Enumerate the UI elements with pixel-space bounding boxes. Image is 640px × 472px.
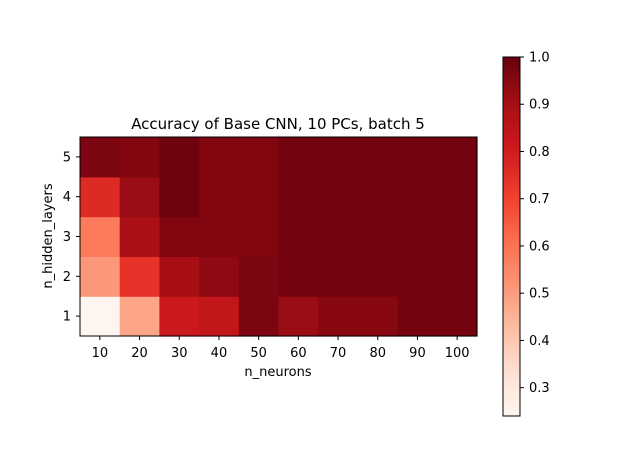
heatmap-cell xyxy=(397,296,438,337)
colorbar xyxy=(502,56,521,417)
heatmap-cell xyxy=(199,256,240,297)
heatmap-cell xyxy=(437,216,478,257)
heatmap-cell xyxy=(278,137,319,178)
colorbar-tick-label: 0.8 xyxy=(529,145,550,160)
colorbar-tick-label: 0.6 xyxy=(529,239,550,254)
heatmap-cell xyxy=(437,137,478,178)
chart-title: Accuracy of Base CNN, 10 PCs, batch 5 xyxy=(131,115,425,133)
heatmap-cell xyxy=(119,296,160,337)
x-tick-label: 60 xyxy=(290,346,307,361)
heatmap-cell xyxy=(199,216,240,257)
heatmap-cell xyxy=(318,176,359,218)
x-axis-label: n_neurons xyxy=(244,365,311,380)
heatmap-cell xyxy=(437,296,478,337)
y-tick-label: 3 xyxy=(63,230,71,245)
colorbar-tick-label: 0.5 xyxy=(529,287,550,302)
colorbar-tick-label: 0.7 xyxy=(529,192,550,207)
heatmap-cell xyxy=(357,296,399,337)
colorbar-tick-label: 1.0 xyxy=(529,51,550,66)
heatmap-cell xyxy=(238,256,280,297)
heatmap-cell xyxy=(318,256,359,297)
x-tick-label: 10 xyxy=(92,346,109,361)
heatmap-cell xyxy=(278,216,319,257)
heatmap-cell xyxy=(437,176,478,218)
heatmap-cell xyxy=(357,137,399,178)
heatmap-cell xyxy=(80,176,121,218)
heatmap-cell xyxy=(318,137,359,178)
heatmap-cell xyxy=(397,216,438,257)
y-tick-label: 1 xyxy=(63,310,71,325)
heatmap-cell xyxy=(238,137,280,178)
x-tick-label: 50 xyxy=(250,346,267,361)
heatmap-cell xyxy=(357,256,399,297)
heatmap-cell xyxy=(238,296,280,337)
heatmap-cell xyxy=(397,256,438,297)
heatmap-cell xyxy=(318,216,359,257)
heatmap-cell xyxy=(238,216,280,257)
heatmap-cell xyxy=(119,176,160,218)
colorbar-ticks: 0.3 0.4 0.5 0.6 0.7 0.8 0.9 1.0 xyxy=(520,51,550,396)
x-tick-label: 40 xyxy=(211,346,228,361)
x-axis: 10 20 30 40 50 60 70 80 90 100 xyxy=(92,336,470,361)
heatmap-cell xyxy=(397,137,438,178)
heatmap-cell xyxy=(80,256,121,297)
x-tick-label: 30 xyxy=(171,346,188,361)
heatmap-cell xyxy=(199,176,240,218)
y-tick-label: 4 xyxy=(63,190,71,205)
colorbar-tick-label: 0.4 xyxy=(529,334,550,349)
heatmap-cell xyxy=(278,256,319,297)
heatmap-cell xyxy=(159,296,200,337)
heatmap-cell xyxy=(278,176,319,218)
x-tick-label: 70 xyxy=(330,346,347,361)
x-tick-label: 100 xyxy=(445,346,470,361)
heatmap-cell xyxy=(357,176,399,218)
heatmap-cell xyxy=(119,256,160,297)
y-axis: 1 2 3 4 5 xyxy=(63,150,80,325)
heatmap-cell xyxy=(159,256,200,297)
colorbar-tick-label: 0.9 xyxy=(529,98,550,113)
heatmap-cell xyxy=(437,256,478,297)
heatmap-cell xyxy=(159,216,200,257)
heatmap-cell xyxy=(199,137,240,178)
heatmap-cell xyxy=(80,296,121,337)
heatmap-cell xyxy=(357,216,399,257)
heatmap-cells xyxy=(80,137,478,337)
x-tick-label: 90 xyxy=(409,346,426,361)
x-tick-label: 20 xyxy=(131,346,148,361)
heatmap-cell xyxy=(238,176,280,218)
x-tick-label: 80 xyxy=(369,346,386,361)
heatmap-cell xyxy=(318,296,359,337)
heatmap-cell xyxy=(119,137,160,178)
heatmap-cell xyxy=(80,216,121,257)
heatmap-cell xyxy=(119,216,160,257)
heatmap-cell xyxy=(397,176,438,218)
y-tick-label: 5 xyxy=(63,150,71,165)
colorbar-tick-label: 0.3 xyxy=(529,381,550,396)
y-tick-label: 2 xyxy=(63,270,71,285)
y-axis-label: n_hidden_layers xyxy=(41,183,56,288)
heatmap-cell xyxy=(159,176,200,218)
heatmap-cell xyxy=(80,137,121,178)
heatmap-cell xyxy=(159,137,200,178)
heatmap-cell xyxy=(278,296,319,337)
heatmap-cell xyxy=(199,296,240,337)
